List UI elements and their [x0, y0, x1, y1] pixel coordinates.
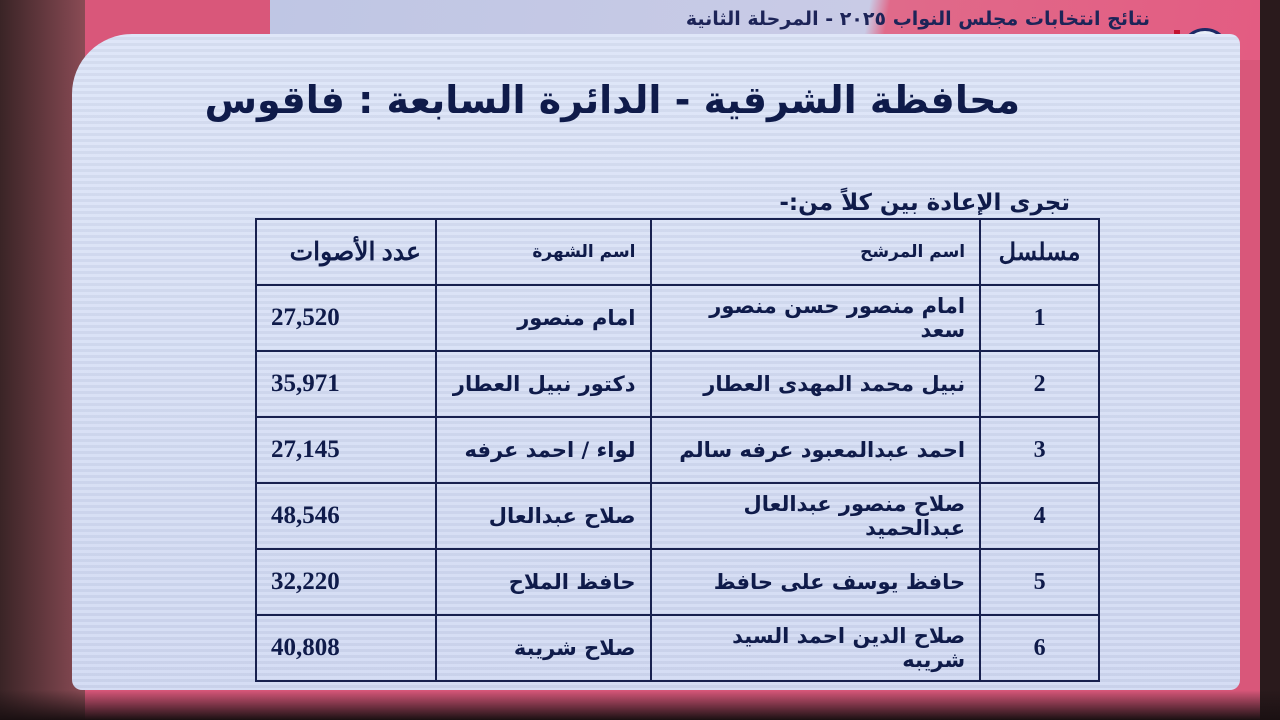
cell-serial: 3 [979, 416, 1100, 484]
header-nickname: اسم الشهرة [434, 218, 652, 286]
cell-votes: 32,220 [255, 548, 437, 616]
cell-votes: 40,808 [255, 614, 437, 682]
cell-name: امام منصور حسن منصور سعد [649, 284, 982, 352]
table-row: 1 امام منصور حسن منصور سعد امام منصور 27,52… [255, 284, 1100, 352]
cell-votes: 27,145 [255, 416, 437, 484]
cell-votes: 27,520 [255, 284, 437, 352]
table-row: 3 احمد عبدالمعبود عرفه سالم لواء / احمد عر… [255, 416, 1100, 484]
table-row: 4 صلاح منصور عبدالعال عبدالحميد صلاح عبدال… [255, 482, 1100, 550]
table-row: 5 حافظ يوسف على حافظ حافظ الملاح 32,220 [255, 548, 1100, 616]
header-votes: عدد الأصوات [255, 218, 437, 286]
results-table: مسلسل اسم المرشح اسم الشهرة عدد الأصوات … [255, 218, 1100, 682]
header-serial: مسلسل [979, 218, 1100, 286]
table-row: 6 صلاح الدين احمد السيد شريبه صلاح شريبة 40… [255, 614, 1100, 682]
header-name: اسم المرشح [649, 218, 982, 286]
cell-nickname: امام منصور [434, 284, 652, 352]
cell-serial: 2 [979, 350, 1100, 418]
room-background [0, 0, 85, 720]
subtitle: تجرى الإعادة بين كلاً من:- [779, 190, 1070, 216]
cell-nickname: لواء / احمد عرفه [434, 416, 652, 484]
cell-name: حافظ يوسف على حافظ [649, 548, 982, 616]
cell-name: صلاح منصور عبدالعال عبدالحميد [649, 482, 982, 550]
cell-name: صلاح الدين احمد السيد شريبه [649, 614, 982, 682]
cell-votes: 35,971 [255, 350, 437, 418]
table-header-row: مسلسل اسم المرشح اسم الشهرة عدد الأصوات [255, 218, 1100, 286]
cell-serial: 5 [979, 548, 1100, 616]
cell-serial: 1 [979, 284, 1100, 352]
cell-nickname: حافظ الملاح [434, 548, 652, 616]
cell-nickname: دكتور نبيل العطار [434, 350, 652, 418]
cell-nickname: صلاح عبدالعال [434, 482, 652, 550]
table-row: 2 نبيل محمد المهدى العطار دكتور نبيل العطا… [255, 350, 1100, 418]
page-title: محافظة الشرقية - الدائرة السابعة : فاقوس [204, 78, 1020, 122]
cell-name: احمد عبدالمعبود عرفه سالم [649, 416, 982, 484]
cell-name: نبيل محمد المهدى العطار [649, 350, 982, 418]
cell-serial: 6 [979, 614, 1100, 682]
cell-nickname: صلاح شريبة [434, 614, 652, 682]
cell-serial: 4 [979, 482, 1100, 550]
cell-votes: 48,546 [255, 482, 437, 550]
audience-silhouettes [0, 690, 1280, 720]
header-title: نتائج انتخابات مجلس النواب ٢٠٢٥ - المرحل… [685, 8, 1150, 30]
